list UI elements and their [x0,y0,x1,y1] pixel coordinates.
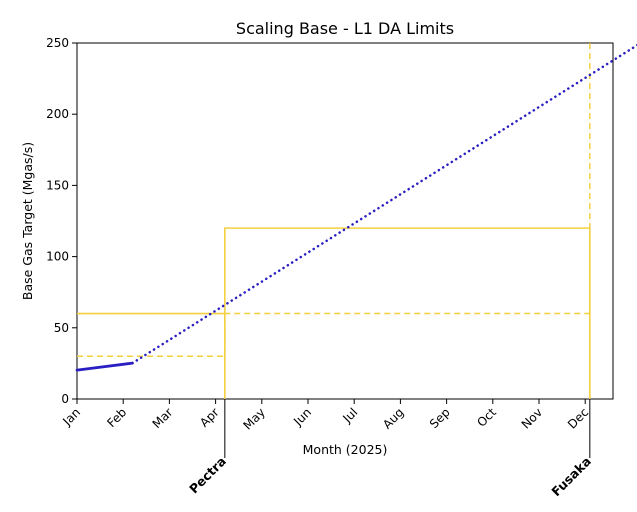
projected-series-line [131,43,637,365]
chart-title: Scaling Base - L1 DA Limits [236,19,454,38]
x-tick-label: Jan [59,405,83,429]
milestone-label-fusaka: Fusaka [548,454,594,500]
x-tick-label: Jul [339,405,360,426]
x-tick-label: Jun [290,405,314,429]
x-tick-label: Mar [150,405,176,431]
y-tick-label: 150 [46,178,69,192]
y-axis: 0 50 100 150 200 250 [46,36,77,406]
x-tick-label: Apr [197,405,222,430]
x-axis: Jan Feb Mar Apr May Jun Jul Aug Sep Oct Nov Dec [59,399,591,433]
x-tick-label: Aug [380,405,406,431]
x-tick-label: May [240,405,267,432]
y-tick-label: 200 [46,107,69,121]
milestone-label-pectra: Pectra [186,454,229,497]
x-tick-label: Sep [427,405,453,431]
x-axis-label: Month (2025) [303,442,388,457]
solid-limit-line [77,227,591,399]
plot-area [75,42,637,400]
y-axis-label: Base Gas Target (Mgas/s) [20,142,35,300]
x-tick-label: Nov [519,405,545,431]
dashed-limit-line [77,43,591,358]
y-tick-label: 50 [54,321,69,335]
y-tick-label: 100 [46,250,69,264]
limit-layer [77,43,591,399]
series-layer [75,43,637,372]
plot-frame [76,42,614,400]
y-tick-label: 0 [61,392,69,406]
x-tick-label: Oct [474,405,499,430]
x-tick-label: Dec [565,405,591,431]
actual-series-line [75,361,134,372]
y-tick-label: 250 [46,36,69,50]
x-tick-label: Feb [104,405,129,430]
